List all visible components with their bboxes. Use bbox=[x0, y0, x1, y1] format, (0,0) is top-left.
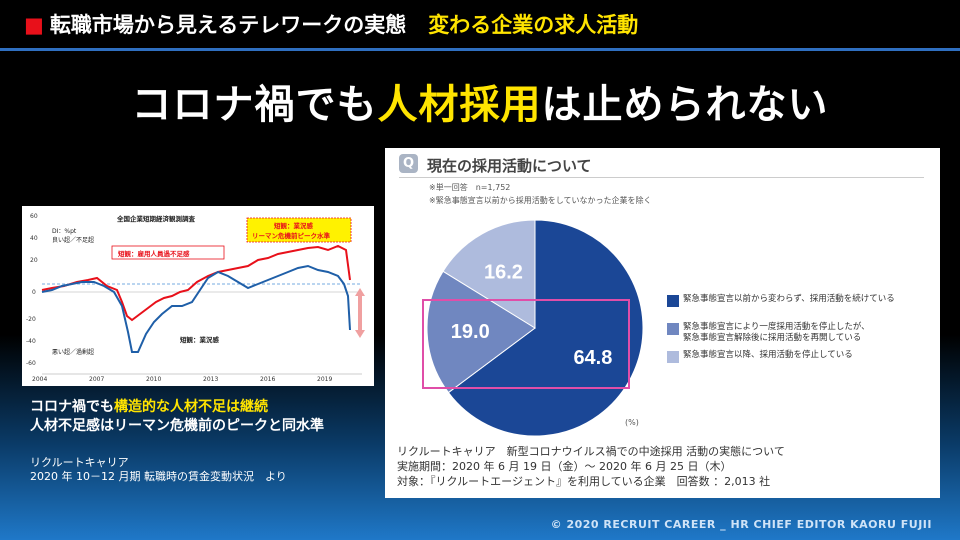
shortage-label: 良い超／不足超 bbox=[52, 236, 94, 244]
survey-title: 現在の採用活動について bbox=[427, 157, 592, 175]
y-axis-label: DI：%pt bbox=[52, 228, 77, 235]
y-tick: -60 bbox=[26, 360, 36, 367]
pie-slice bbox=[447, 219, 644, 437]
caption-line1: コロナ禍でも構造的な人材不足は継続 bbox=[30, 398, 324, 417]
caption-line1-highlight: 構造的な人材不足は継続 bbox=[114, 399, 268, 415]
pie-value-label: 19.0 bbox=[451, 321, 490, 343]
y-tick: 0 bbox=[32, 289, 36, 296]
highlight-box bbox=[422, 299, 630, 389]
x-tick: 2004 bbox=[32, 376, 47, 383]
employment-series-line bbox=[41, 244, 351, 322]
headline: コロナ禍でも人材採用は止められない bbox=[0, 72, 960, 130]
legend-label: 緊急事態宣言以降、採用活動を停止している bbox=[683, 350, 853, 360]
survey-panel: Q 現在の採用活動について ※単一回答 n=1,752 ※緊急事態宣言以前から採… bbox=[385, 148, 940, 498]
y-tick: 60 bbox=[30, 213, 38, 220]
callout-box bbox=[246, 217, 352, 243]
chart-title: 全国企業短期経済観測調査 bbox=[116, 214, 196, 223]
x-tick: 2019 bbox=[317, 376, 332, 383]
headline-highlight: 人材採用 bbox=[377, 82, 542, 128]
legend-item: 緊急事態宣言以前から変わらず、採用活動を続けている bbox=[667, 294, 895, 322]
legend-label: 緊急事態宣言以前から変わらず、採用活動を続けている bbox=[683, 294, 895, 304]
y-tick: 40 bbox=[30, 235, 38, 242]
callout-line2: リーマン危機前ピーク水準 bbox=[252, 231, 331, 240]
headline-part2: は止められない bbox=[541, 82, 829, 128]
pie-slice bbox=[426, 270, 536, 394]
tankan-chart-panel: 60 40 20 0 -20 -40 -60 2004 2007 2010 20… bbox=[22, 206, 374, 386]
tankan-chart: 60 40 20 0 -20 -40 -60 2004 2007 2010 20… bbox=[26, 213, 365, 383]
header-title: ■ 転職市場から見えるテレワークの実態 変わる企業の求人活動 bbox=[24, 9, 638, 39]
excess-label: 悪い超／過剰超 bbox=[52, 348, 94, 356]
headline-part1: コロナ禍でも bbox=[131, 82, 378, 128]
unit-label: (%) bbox=[625, 418, 639, 427]
caption-line2: 人材不足感はリーマン危機前のピークと同水準 bbox=[30, 418, 324, 434]
survey-note1: ※単一回答 n=1,752 bbox=[429, 183, 511, 192]
x-tick: 2010 bbox=[146, 376, 161, 383]
left-source-line2: 2020 年 10－12 月期 転職時の賃金変動状況 より bbox=[30, 470, 287, 483]
copyright-footer: © 2020 RECRUIT CAREER _ HR CHIEF EDITOR … bbox=[550, 518, 932, 531]
header: ■ 転職市場から見えるテレワークの実態 変わる企業の求人活動 bbox=[0, 0, 960, 51]
legend-swatch bbox=[667, 351, 679, 363]
pie-legend: 緊急事態宣言以前から変わらず、採用活動を続けている 緊急事態宣言により一度採用活… bbox=[667, 294, 895, 378]
legend-label-line2: 緊急事態宣言解除後に採用活動を再開している bbox=[683, 333, 862, 343]
question-badge: Q bbox=[399, 154, 418, 173]
x-tick: 2016 bbox=[260, 376, 275, 383]
header-subtitle: 変わる企業の求人活動 bbox=[428, 13, 639, 37]
legend-label: 緊急事態宣言により一度採用活動を停止したが、 bbox=[683, 322, 870, 332]
left-source: リクルートキャリア 2020 年 10－12 月期 転職時の賃金変動状況 より bbox=[30, 456, 287, 484]
header-divider bbox=[0, 48, 960, 51]
left-caption: コロナ禍でも構造的な人材不足は継続 人材不足感はリーマン危機前のピークと同水準 bbox=[30, 398, 324, 436]
x-tick: 2007 bbox=[89, 376, 104, 383]
legend-item: 緊急事態宣言以降、採用活動を停止している bbox=[667, 350, 895, 378]
pie-value-label: 16.2 bbox=[484, 261, 523, 283]
pie-chart: 64.8 19.0 16.2 bbox=[422, 219, 644, 437]
survey-note2: ※緊急事態宣言以前から採用活動をしていなかった企業を除く bbox=[429, 196, 652, 205]
right-source-line3: 対象：『リクルートエージェント』を利用している企業 回答数 ：2,013 社 bbox=[397, 475, 771, 488]
pie-value-label: 64.8 bbox=[573, 347, 612, 369]
y-tick: 20 bbox=[30, 257, 38, 264]
legend-swatch bbox=[667, 295, 679, 307]
drop-arrow-up bbox=[355, 288, 365, 296]
drop-arrow-down bbox=[355, 330, 365, 338]
survey-divider bbox=[399, 177, 924, 178]
right-source: リクルートキャリア 新型コロナウイルス禍での中途採用 活動の実態について 実施期… bbox=[397, 444, 785, 489]
legend-item: 緊急事態宣言により一度採用活動を停止したが、 緊急事態宣言解除後に採用活動を再開… bbox=[667, 322, 895, 350]
left-source-line1: リクルートキャリア bbox=[30, 456, 129, 469]
y-tick: -40 bbox=[26, 338, 36, 345]
business-label: 短観：業況感 bbox=[180, 335, 220, 344]
employment-label-box bbox=[111, 245, 225, 260]
employment-label: 短観：雇用人員過不足感 bbox=[118, 249, 190, 258]
header-bullet: ■ bbox=[24, 13, 44, 37]
callout-line1: 短観：業況感 bbox=[274, 221, 314, 230]
business-series-line bbox=[41, 264, 351, 353]
caption-line1-prefix: コロナ禍でも bbox=[30, 399, 114, 415]
legend-swatch bbox=[667, 323, 679, 335]
right-source-line1: リクルートキャリア 新型コロナウイルス禍での中途採用 活動の実態について bbox=[397, 445, 785, 458]
header-main-title: 転職市場から見えるテレワークの実態 bbox=[49, 13, 407, 37]
y-tick: -20 bbox=[26, 316, 36, 323]
x-tick: 2013 bbox=[203, 376, 218, 383]
right-source-line2: 実施期間：2020 年 6 月 19 日（金）～ 2020 年 6 月 25 日… bbox=[397, 460, 732, 473]
